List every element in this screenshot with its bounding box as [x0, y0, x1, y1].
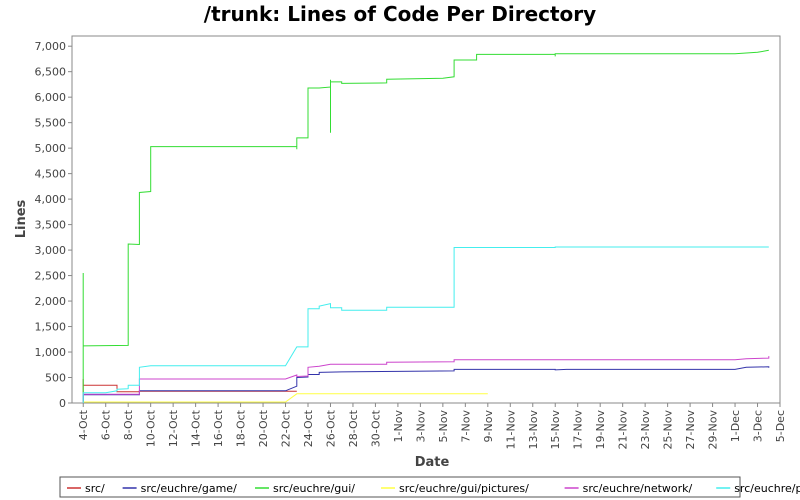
x-tick-label: 1-Nov	[392, 410, 405, 443]
y-tick-label: 2,500	[35, 270, 67, 283]
legend-items: src/src/euchre/game/src/euchre/gui/src/e…	[67, 482, 800, 495]
y-tick-label: 7,000	[35, 40, 67, 53]
y-tick-label: 1,000	[35, 346, 67, 359]
legend	[59, 476, 741, 498]
legend-label: src/euchre/gui/	[273, 482, 355, 495]
y-tick-label: 4,500	[35, 168, 67, 181]
series-line-5	[82, 246, 769, 403]
x-tick-label: 17-Nov	[572, 410, 585, 450]
series-lines	[82, 49, 770, 403]
y-tick-label: 4,000	[35, 193, 67, 206]
x-tick-label: 12-Oct	[167, 409, 180, 447]
x-tick-label: 29-Nov	[707, 410, 720, 450]
series-line-2	[82, 49, 769, 403]
x-tick-label: 11-Nov	[504, 410, 517, 450]
y-tick-label: 500	[45, 372, 66, 385]
x-tick-label: 27-Nov	[684, 410, 697, 450]
plot-area	[71, 35, 781, 404]
y-tick-label: 6,500	[35, 66, 67, 79]
x-tick-label: 15-Nov	[549, 410, 562, 450]
x-tick-label: 7-Nov	[459, 410, 472, 443]
x-axis-label: Date	[415, 455, 450, 470]
x-tick-label: 4-Oct	[77, 409, 90, 440]
y-tick-label: 5,000	[35, 142, 67, 155]
x-tick-label: 16-Oct	[212, 409, 225, 447]
x-tick-label: 3-Dec	[752, 410, 765, 442]
series-line-1	[82, 366, 770, 403]
y-tick-label: 2,000	[35, 295, 67, 308]
x-tick-label: 9-Nov	[482, 410, 495, 443]
x-tick-label: 28-Oct	[347, 409, 360, 447]
x-tick-label: 26-Oct	[324, 409, 337, 447]
legend-label: src/	[85, 482, 105, 495]
y-tick-label: 6,000	[35, 91, 67, 104]
x-tick-label: 23-Nov	[639, 410, 652, 450]
y-axis: 0 500 1,000 1,500 2,000 2,500 3,000 3,500 4,000 4…	[35, 40, 72, 410]
x-tick-label: 14-Oct	[190, 409, 203, 447]
x-tick-label: 25-Nov	[662, 410, 675, 450]
legend-label: src/euchre/player/	[734, 482, 800, 495]
x-tick-label: 19-Nov	[594, 410, 607, 450]
x-axis: 4-Oct 6-Oct 8-Oct 10-Oct 12-Oct 14-Oct 16-Oct 1…	[77, 403, 787, 449]
y-tick-label: 5,500	[35, 117, 67, 130]
legend-label: src/euchre/gui/pictures/	[399, 482, 529, 495]
chart-title: /trunk: Lines of Code Per Directory	[204, 2, 596, 26]
x-tick-label: 1-Dec	[729, 410, 742, 442]
x-tick-label: 24-Oct	[302, 409, 315, 447]
y-tick-label: 1,500	[35, 321, 67, 334]
x-tick-label: 10-Oct	[145, 409, 158, 447]
x-tick-label: 30-Oct	[369, 409, 382, 447]
y-tick-label: 3,000	[35, 244, 67, 257]
legend-label: src/euchre/network/	[583, 482, 693, 495]
x-tick-label: 13-Nov	[527, 410, 540, 450]
x-tick-label: 8-Oct	[122, 409, 135, 440]
x-tick-label: 22-Oct	[280, 409, 293, 447]
y-tick-label: 3,500	[35, 219, 67, 232]
x-tick-label: 6-Oct	[100, 409, 113, 440]
x-tick-label: 3-Nov	[414, 410, 427, 443]
x-tick-label: 20-Oct	[257, 409, 270, 447]
x-tick-label: 5-Dec	[774, 410, 787, 442]
x-tick-label: 18-Oct	[235, 409, 248, 447]
x-tick-label: 21-Nov	[617, 410, 630, 450]
y-axis-label: Lines	[14, 199, 29, 238]
y-tick-label: 0	[59, 397, 66, 410]
x-tick-label: 5-Nov	[437, 410, 450, 443]
legend-label: src/euchre/game/	[141, 482, 237, 495]
